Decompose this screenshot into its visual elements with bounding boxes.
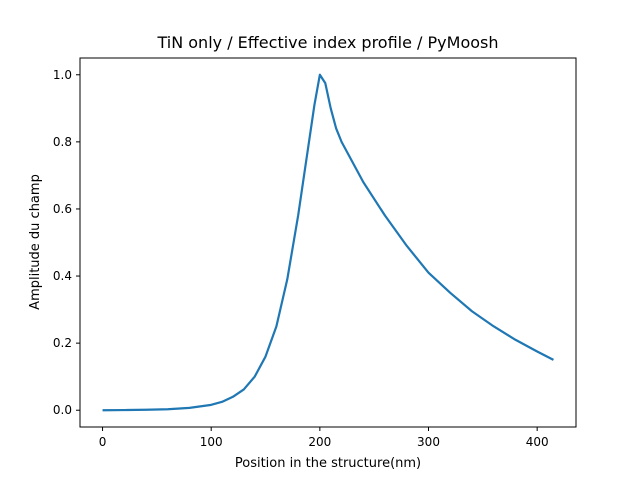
y-axis-label: Amplitude du champ: [28, 174, 43, 310]
x-tick-label: 100: [200, 435, 223, 449]
series-line-0: [102, 73, 554, 412]
chart-title: TiN only / Effective index profile / PyM…: [156, 33, 498, 52]
x-axis-label: Position in the structure(nm): [235, 456, 421, 471]
y-tick-label: 0.2: [53, 336, 72, 350]
plot-area: 0 100 200 300 400 0.0 0.2 0.4 0.6 0.8 1.0: [53, 57, 577, 449]
x-tick-label: 200: [308, 435, 331, 449]
x-tick-label: 300: [417, 435, 440, 449]
y-tick-label: 0.0: [53, 403, 72, 417]
y-tick-label: 0.6: [53, 202, 72, 216]
y-tick-label: 0.8: [53, 135, 72, 149]
y-tick-label: 1.0: [53, 68, 72, 82]
y-tick-label: 0.4: [53, 269, 72, 283]
x-tick-label: 400: [526, 435, 549, 449]
axes-frame: [79, 57, 577, 428]
x-tick-label: 0: [99, 435, 107, 449]
